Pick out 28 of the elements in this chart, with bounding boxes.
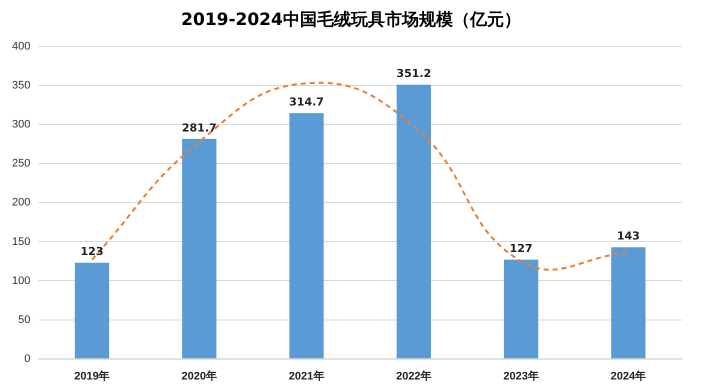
data-label: 143	[616, 230, 640, 243]
y-tick-label: 100	[12, 274, 30, 287]
y-tick-label: 350	[12, 80, 30, 92]
x-tick-label: 2020年	[182, 369, 218, 382]
y-tick-label: 50	[18, 314, 30, 326]
y-tick-label: 0	[24, 352, 30, 365]
y-tick-label: 200	[12, 196, 30, 209]
y-tick-label: 400	[12, 40, 30, 53]
data-label: 351.2	[396, 67, 432, 80]
x-tick-label: 2022年	[396, 369, 432, 382]
x-tick-label: 2019年	[74, 369, 110, 382]
bar	[396, 84, 431, 358]
bar	[182, 138, 216, 358]
x-tick-label: 2021年	[288, 369, 324, 382]
data-label: 314.7	[289, 96, 324, 109]
chart-title: 2019-2024中国毛绒玩具市场规模（亿元）	[180, 9, 522, 32]
bar	[611, 247, 646, 358]
data-label: 281.7	[182, 121, 217, 134]
x-tick-label: 2024年	[610, 369, 646, 382]
y-tick-label: 150	[12, 236, 30, 248]
y-tick-label: 300	[12, 118, 30, 131]
bar	[74, 262, 110, 358]
bar	[504, 260, 538, 358]
x-tick-label: 2023年	[503, 369, 539, 382]
data-label: 127	[510, 242, 533, 256]
data-label: 123	[80, 245, 104, 258]
y-tick-label: 250	[12, 158, 30, 170]
bar	[289, 113, 324, 358]
